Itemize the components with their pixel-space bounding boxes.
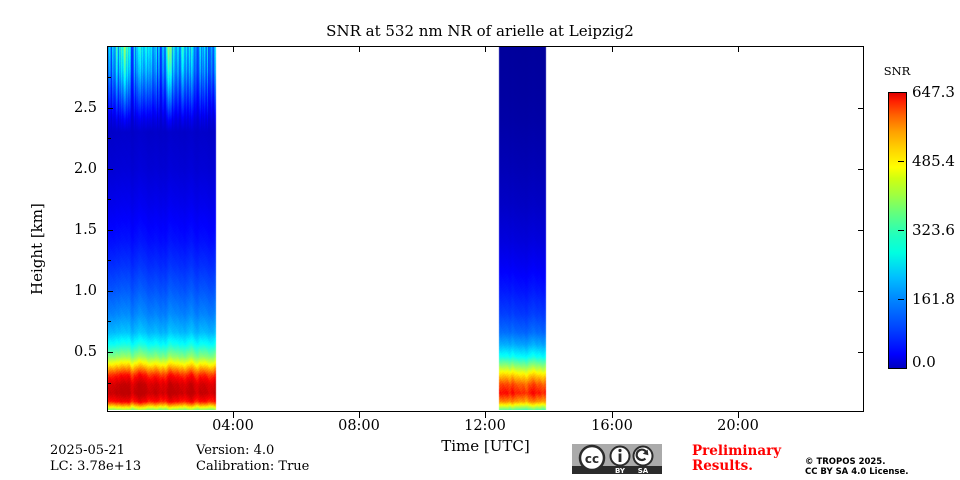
colorbar-tick-mark (898, 161, 904, 163)
x-tick-mark-top (233, 46, 235, 52)
footer-date: 2025-05-21 (50, 443, 125, 458)
cc-sa-label: SA (638, 467, 649, 474)
footer-lidar-constant: LC: 3.78e+13 (50, 459, 142, 474)
colorbar-tick-mark (898, 299, 904, 301)
y-tick-mark-right (858, 108, 864, 110)
y-tick-label: 2.5 (73, 100, 97, 116)
y-tick-mark (107, 291, 113, 293)
x-axis-label: Time [UTC] (441, 437, 530, 455)
footer-version: Version: 4.0 (196, 443, 275, 458)
x-tick-label: 16:00 (591, 418, 633, 434)
preliminary-line-1: Preliminary (692, 443, 782, 459)
y-tick-mark-right (858, 352, 864, 354)
y-tick-mark-right (858, 169, 864, 171)
footer-calibration: Calibration: True (196, 459, 310, 474)
x-tick-label: 12:00 (464, 418, 506, 434)
colorbar-tick-label: 647.3 (912, 83, 955, 101)
plot-area (107, 46, 864, 412)
y-axis-label: Height [km] (28, 203, 46, 295)
preliminary-line-2: Results. (692, 458, 753, 474)
x-tick-mark-top (738, 46, 740, 52)
y-minor-tick (107, 199, 111, 201)
x-tick-mark (359, 412, 361, 418)
copyright-line-2: CC BY SA 4.0 License. (805, 467, 909, 477)
cc-by-sa-icon: cc BY SA (572, 444, 662, 475)
colorbar-tick-label: 323.6 (912, 221, 955, 239)
y-tick-label: 2.0 (73, 161, 97, 177)
x-tick-label: 20:00 (717, 418, 759, 434)
x-tick-mark-top (612, 46, 614, 52)
colorbar-tick-label: 0.0 (912, 353, 936, 371)
y-minor-tick (107, 383, 111, 385)
colorbar-tick-label: 161.8 (912, 290, 955, 308)
x-tick-mark (233, 412, 235, 418)
y-tick-mark (107, 169, 113, 171)
x-tick-mark (485, 412, 487, 418)
x-tick-mark-top (359, 46, 361, 52)
y-tick-mark (107, 352, 113, 354)
y-tick-label: 0.5 (73, 344, 97, 360)
colorbar-tick-mark (898, 230, 904, 232)
copyright-note: © TROPOS 2025. CC BY SA 4.0 License. (805, 457, 908, 477)
page-title: SNR at 532 nm NR of arielle at Leipzig2 (326, 22, 634, 40)
y-minor-tick (107, 260, 111, 262)
y-minor-tick (107, 321, 111, 323)
cc-by-label: BY (615, 467, 626, 474)
x-tick-mark (612, 412, 614, 418)
copyright-line-1: © TROPOS 2025. (805, 457, 886, 467)
y-minor-tick (107, 138, 111, 140)
x-tick-label: 08:00 (338, 418, 380, 434)
y-tick-label: 1.0 (73, 283, 97, 299)
x-tick-mark (738, 412, 740, 418)
preliminary-results-note: Preliminary Results. (692, 444, 792, 474)
y-minor-tick (107, 77, 111, 79)
creative-commons-badge-icon: cc BY SA (572, 444, 662, 475)
y-tick-mark (107, 230, 113, 232)
x-tick-mark-top (485, 46, 487, 52)
y-tick-mark (107, 108, 113, 110)
colorbar-tick-label: 485.4 (912, 152, 955, 170)
x-tick-label: 04:00 (212, 418, 254, 434)
svg-text:cc: cc (585, 452, 599, 466)
y-tick-mark-right (858, 291, 864, 293)
y-tick-label: 1.5 (73, 222, 97, 238)
heatmap-canvas (108, 47, 862, 410)
y-tick-mark-right (858, 230, 864, 232)
colorbar-title: SNR (883, 64, 911, 78)
